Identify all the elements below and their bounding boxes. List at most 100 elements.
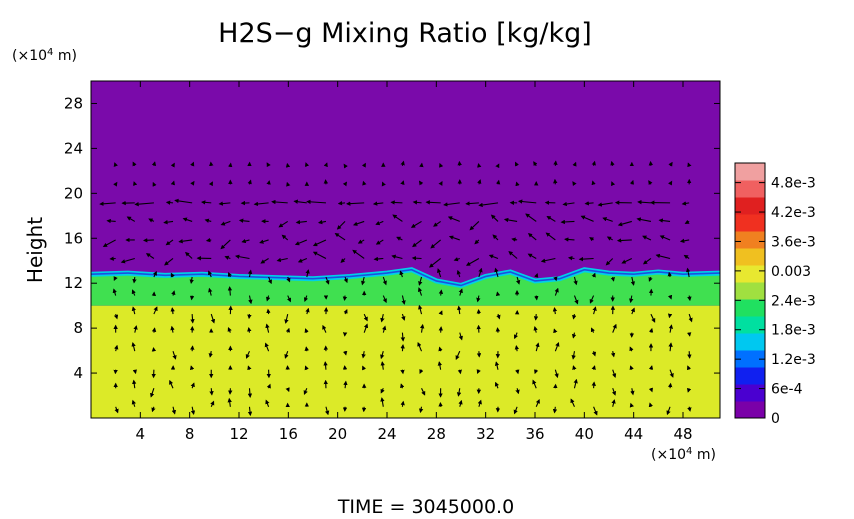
velocity-arrow (106, 218, 116, 224)
y-tick-label: 16 (64, 229, 83, 247)
velocity-arrow (589, 237, 595, 242)
velocity-arrow (679, 238, 690, 244)
velocity-arrow (113, 313, 119, 320)
velocity-arrow (591, 272, 596, 278)
velocity-arrow (630, 276, 636, 286)
y-tick-label: 12 (64, 274, 83, 292)
colorbar-segment (735, 384, 765, 402)
velocity-arrow (227, 286, 233, 296)
velocity-arrow (390, 200, 403, 205)
velocity-arrow (686, 387, 692, 393)
velocity-arrow (630, 307, 635, 315)
velocity-arrow (591, 365, 596, 371)
velocity-arrow (495, 163, 500, 169)
velocity-arrow (494, 361, 500, 370)
velocity-arrow (605, 258, 614, 266)
velocity-arrow (247, 269, 253, 278)
colorbar-segment (735, 163, 765, 181)
velocity-arrow (266, 383, 271, 389)
velocity-arrow (114, 406, 119, 414)
velocity-arrow (165, 200, 174, 205)
colorbar-tick-label: 1.2e-3 (771, 352, 816, 368)
velocity-arrow (688, 313, 693, 323)
velocity-arrow (429, 258, 441, 268)
velocity-arrow (266, 180, 271, 185)
velocity-arrow (546, 215, 556, 222)
velocity-arrow (392, 214, 403, 222)
velocity-arrow (685, 267, 691, 278)
velocity-arrow (532, 379, 537, 389)
velocity-arrow (267, 276, 272, 285)
velocity-arrow (593, 406, 598, 416)
velocity-arrow (437, 268, 442, 278)
velocity-arrow (469, 221, 480, 231)
velocity-arrow (553, 328, 558, 334)
velocity-arrow (636, 217, 652, 222)
velocity-arrow (182, 217, 193, 222)
velocity-arrow (666, 406, 671, 416)
velocity-arrow (190, 406, 196, 415)
velocity-arrow (286, 276, 291, 283)
velocity-arrow (606, 236, 613, 241)
velocity-arrow (380, 387, 385, 394)
colorbar-tick-label: 6e-4 (771, 382, 803, 398)
velocity-arrow (418, 406, 424, 414)
velocity-arrow (343, 163, 348, 169)
velocity-arrow (120, 257, 135, 264)
velocity-arrow (363, 313, 368, 322)
velocity-arrow (260, 258, 269, 264)
velocity-arrow (150, 388, 155, 398)
velocity-arrow (410, 220, 422, 228)
velocity-arrow (648, 327, 654, 333)
velocity-arrow (629, 365, 634, 371)
velocity-arrow (592, 306, 597, 315)
velocity-arrow (132, 161, 137, 167)
velocity-arrow (687, 162, 692, 168)
velocity-arrow (401, 313, 406, 321)
velocity-arrow (564, 237, 575, 242)
velocity-arrow (418, 276, 423, 286)
plot-area (90, 81, 721, 418)
velocity-arrow (224, 255, 231, 260)
velocity-arrow (337, 201, 346, 206)
velocity-arrow (477, 179, 482, 185)
velocity-arrow (401, 295, 406, 305)
velocity-arrow (325, 276, 330, 285)
velocity-arrow (430, 239, 442, 249)
velocity-arrow (295, 219, 307, 225)
velocity-arrow (209, 388, 214, 396)
velocity-arrow (178, 239, 193, 244)
velocity-arrow (190, 314, 195, 324)
velocity-arrow (322, 324, 327, 333)
velocity-arrow (112, 288, 117, 296)
colorbar-segment (735, 367, 765, 385)
velocity-arrow (496, 313, 501, 320)
velocity-arrow (412, 239, 422, 248)
plot-frame (90, 80, 721, 419)
velocity-arrow (372, 201, 384, 206)
velocity-arrow (533, 314, 539, 321)
velocity-arrow (572, 181, 577, 187)
velocity-arrow (562, 201, 575, 207)
velocity-arrow (580, 215, 594, 222)
velocity-arrow (648, 365, 654, 370)
velocity-arrow (571, 351, 576, 360)
velocity-arrow (205, 237, 212, 243)
velocity-arrow (686, 332, 692, 337)
velocity-arrow (323, 162, 328, 168)
velocity-arrow (417, 341, 423, 352)
velocity-arrow (573, 295, 579, 305)
velocity-arrow (305, 269, 310, 278)
velocity-arrow (438, 289, 444, 296)
velocity-arrow (131, 342, 136, 352)
velocity-arrow (102, 239, 116, 247)
velocity-arrow (597, 202, 613, 207)
velocity-arrow (400, 180, 405, 186)
velocity-arrow (610, 351, 616, 358)
velocity-arrow (113, 276, 118, 282)
velocity-arrow (438, 180, 443, 186)
colorbar-tick-label: 2.4e-3 (771, 293, 816, 309)
velocity-arrow (419, 369, 424, 374)
velocity-arrow (248, 295, 253, 305)
velocity-arrow (152, 181, 157, 187)
